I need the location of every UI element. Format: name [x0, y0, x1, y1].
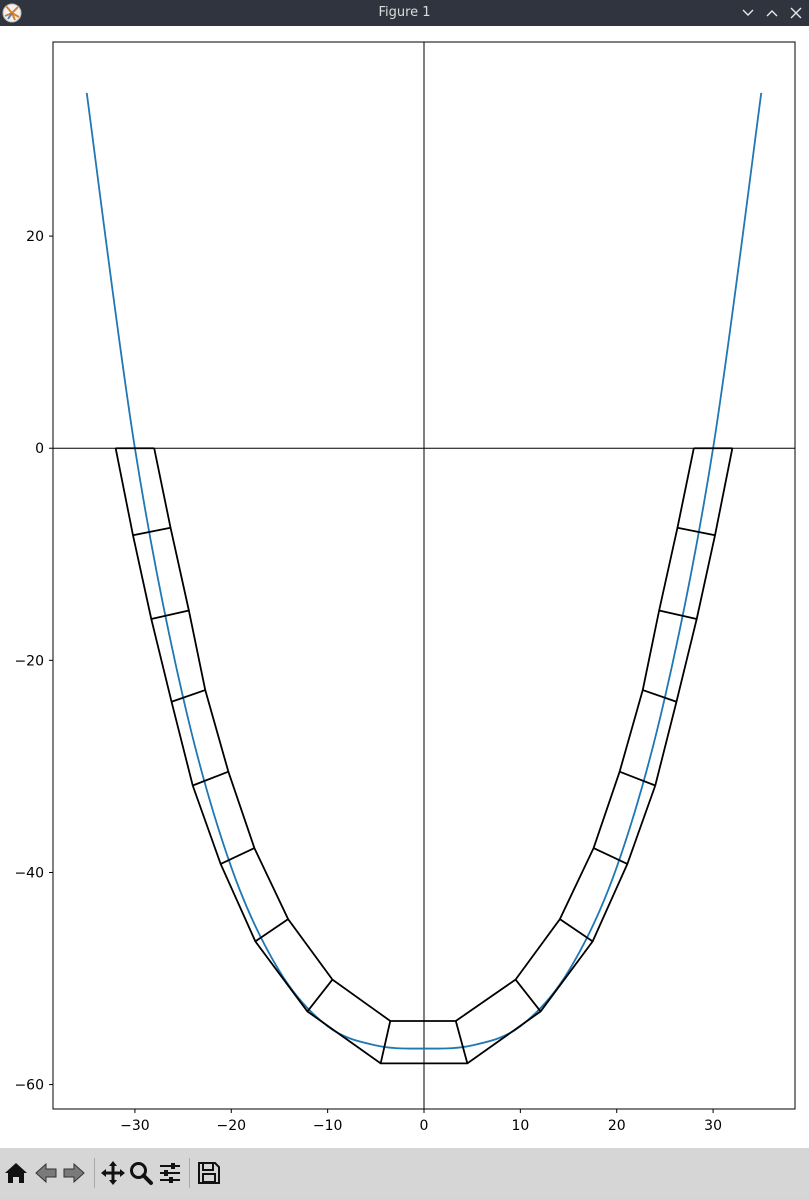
x-tick-label: 30 [704, 1118, 722, 1134]
segment-divider [559, 918, 594, 943]
segment-divider [454, 1020, 469, 1064]
segment-divider [593, 847, 628, 865]
y-tick-label: −20 [14, 653, 44, 669]
y-axis: −60 −40 −20 0 20 [14, 229, 53, 1094]
x-tick-label: −20 [216, 1118, 246, 1134]
segment-divider [677, 526, 716, 537]
close-icon[interactable] [788, 5, 804, 21]
x-axis: −30 −20 −10 0 10 20 30 [120, 1109, 722, 1134]
segment-divider [220, 847, 255, 865]
x-tick-label: −30 [120, 1118, 150, 1134]
reference-lines [53, 42, 795, 1109]
segment-divider [514, 979, 542, 1012]
x-tick-label: 20 [608, 1118, 626, 1134]
segment-divider [151, 609, 190, 620]
y-tick-label: 0 [35, 441, 44, 457]
segments-inner-edge [153, 448, 695, 1022]
segment-divider [254, 918, 289, 943]
x-tick-label: −10 [313, 1118, 343, 1134]
x-tick-label: 0 [420, 1118, 429, 1134]
segment-divider [306, 979, 334, 1012]
series-group [85, 92, 763, 1050]
x-tick-label: 10 [511, 1118, 529, 1134]
back-arrow-icon[interactable] [32, 1159, 60, 1187]
floppy-disk-icon[interactable] [195, 1159, 223, 1187]
plot-area[interactable]: −30 −20 −10 0 10 20 30 −60 −40 −20 0 20 [0, 26, 809, 1148]
segment-divider [642, 689, 677, 703]
window-titlebar[interactable]: Figure 1 [0, 0, 809, 26]
chevron-down-icon[interactable] [740, 5, 756, 21]
segments-outer-edge [114, 448, 734, 1065]
segment-divider [658, 609, 697, 620]
segment-divider [379, 1020, 392, 1064]
chevron-up-icon[interactable] [764, 5, 780, 21]
figure-canvas[interactable]: −30 −20 −10 0 10 20 30 −60 −40 −20 0 20 [0, 26, 809, 1148]
move-icon[interactable] [99, 1159, 127, 1187]
segment-divider [619, 770, 656, 787]
home-icon[interactable] [2, 1159, 30, 1187]
y-tick-label: −60 [14, 1078, 44, 1094]
sliders-icon[interactable] [156, 1159, 184, 1187]
segments-outline [114, 447, 734, 1065]
segment-divider [192, 770, 229, 787]
segment-divider [132, 526, 171, 537]
y-tick-label: 20 [26, 229, 44, 245]
navigation-toolbar [0, 1148, 809, 1199]
series-line-0 [85, 92, 763, 1050]
toolbar-separator [189, 1158, 190, 1188]
segment-divider [171, 689, 206, 703]
y-tick-label: −40 [14, 865, 44, 881]
window-title: Figure 1 [378, 5, 431, 20]
forward-arrow-icon[interactable] [60, 1159, 88, 1187]
magnifier-icon[interactable] [127, 1159, 155, 1187]
toolbar-separator [94, 1158, 95, 1188]
matplotlib-icon [2, 3, 22, 23]
